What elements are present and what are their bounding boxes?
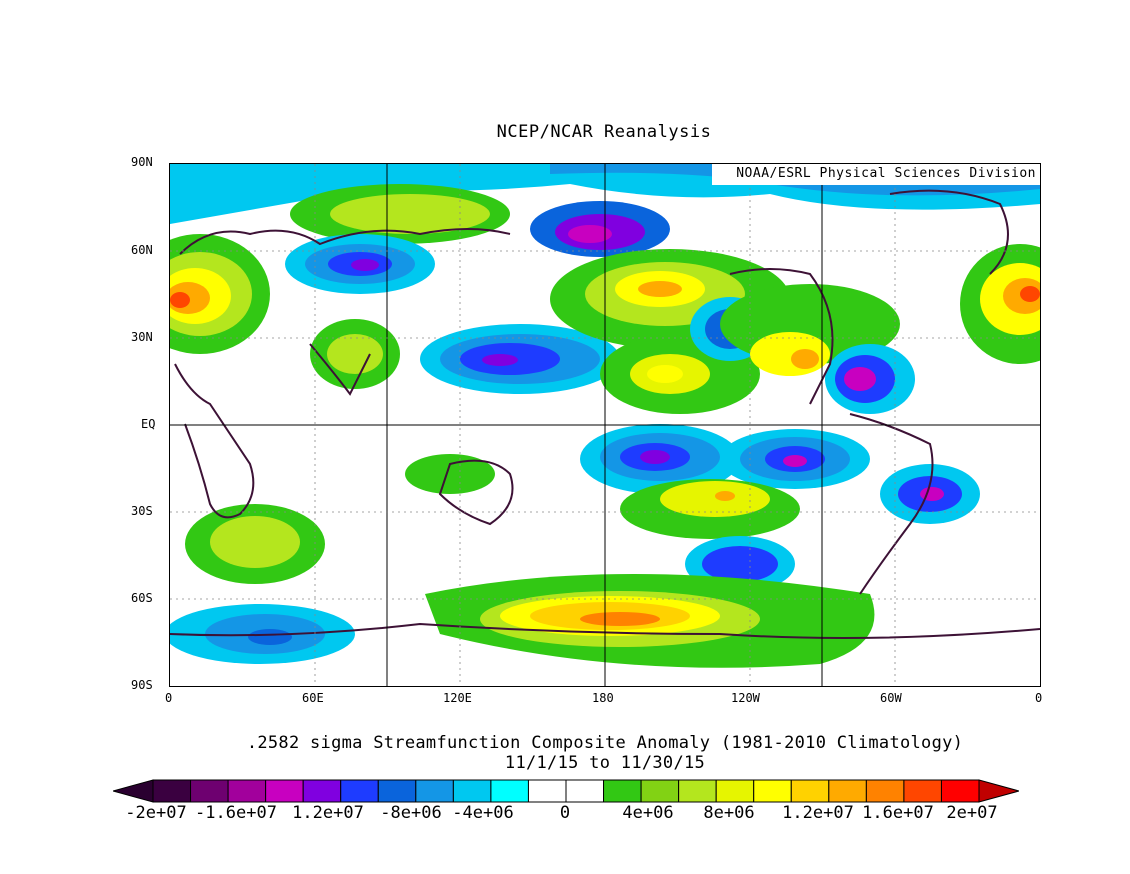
y-tick-label: 30S (131, 504, 153, 518)
y-tick-label: EQ (141, 417, 156, 431)
colorbar-cell (753, 779, 792, 803)
gridlines (170, 164, 1040, 686)
colorbar-cell (302, 779, 342, 803)
colorbar-cell (452, 779, 492, 803)
x-tick-label: 60E (302, 691, 324, 705)
colorbar-cell (865, 779, 905, 803)
colorbar-cell (490, 779, 529, 803)
colorbar-label: 0 (559, 803, 571, 823)
caption-line-2: 11/1/15 to 11/30/15 (504, 753, 706, 773)
x-tick-label: 180 (592, 691, 614, 705)
colorbar-cell (377, 779, 417, 803)
colorbar-cell (790, 779, 830, 803)
colorbar-cell (565, 779, 605, 803)
colorbar-cell (527, 779, 567, 803)
plot-title: NCEP/NCAR Reanalysis (496, 122, 712, 142)
colorbar-label: -8e+06 (380, 803, 442, 823)
y-tick-label: 90N (131, 155, 153, 169)
colorbar-low-arrow (113, 779, 154, 803)
y-tick-label: 60N (131, 243, 153, 257)
y-tick-label: 30N (131, 330, 153, 344)
caption-line-1: .2582 sigma Streamfunction Composite Ano… (246, 733, 964, 753)
colorbar-label: 1.2e+07 (782, 803, 854, 823)
x-tick-label: 60W (880, 691, 902, 705)
colorbar-label: -1.6e+07 (195, 803, 277, 823)
colorbar-label: 8e+06 (703, 803, 755, 823)
colorbar-cell (603, 779, 642, 803)
x-tick-label: 0 (165, 691, 173, 705)
x-tick-label: 120E (443, 691, 472, 705)
colorbar-label: 2e+07 (946, 803, 998, 823)
colorbar (113, 779, 1019, 803)
colorbar-cell (227, 779, 267, 803)
colorbar-cell (415, 779, 454, 803)
anomaly-field (170, 164, 1040, 686)
colorbar-label: 1.2e+07 (292, 803, 364, 823)
colorbar-label: 4e+06 (622, 803, 674, 823)
colorbar-cell (340, 779, 379, 803)
x-tick-label: 120W (731, 691, 760, 705)
colorbar-cell (940, 779, 980, 803)
y-tick-label: 60S (131, 591, 153, 605)
colorbar-cell (828, 779, 867, 803)
colorbar-cell (715, 779, 755, 803)
colorbar-cell (152, 779, 192, 803)
colorbar-label: -2e+07 (125, 803, 187, 823)
colorbar-cell (190, 779, 229, 803)
colorbar-label: 1.6e+07 (862, 803, 934, 823)
y-tick-label: 90S (131, 678, 153, 692)
colorbar-high-arrow (978, 779, 1019, 803)
x-tick-label: 0 (1035, 691, 1043, 705)
colorbar-cell (640, 779, 680, 803)
map-panel: NOAA/ESRL Physical Sciences Division (169, 163, 1041, 687)
colorbar-cell (903, 779, 942, 803)
colorbar-label: -4e+06 (452, 803, 514, 823)
colorbar-cell (678, 779, 717, 803)
colorbar-cell (265, 779, 304, 803)
credit-label: NOAA/ESRL Physical Sciences Division (712, 164, 1040, 185)
